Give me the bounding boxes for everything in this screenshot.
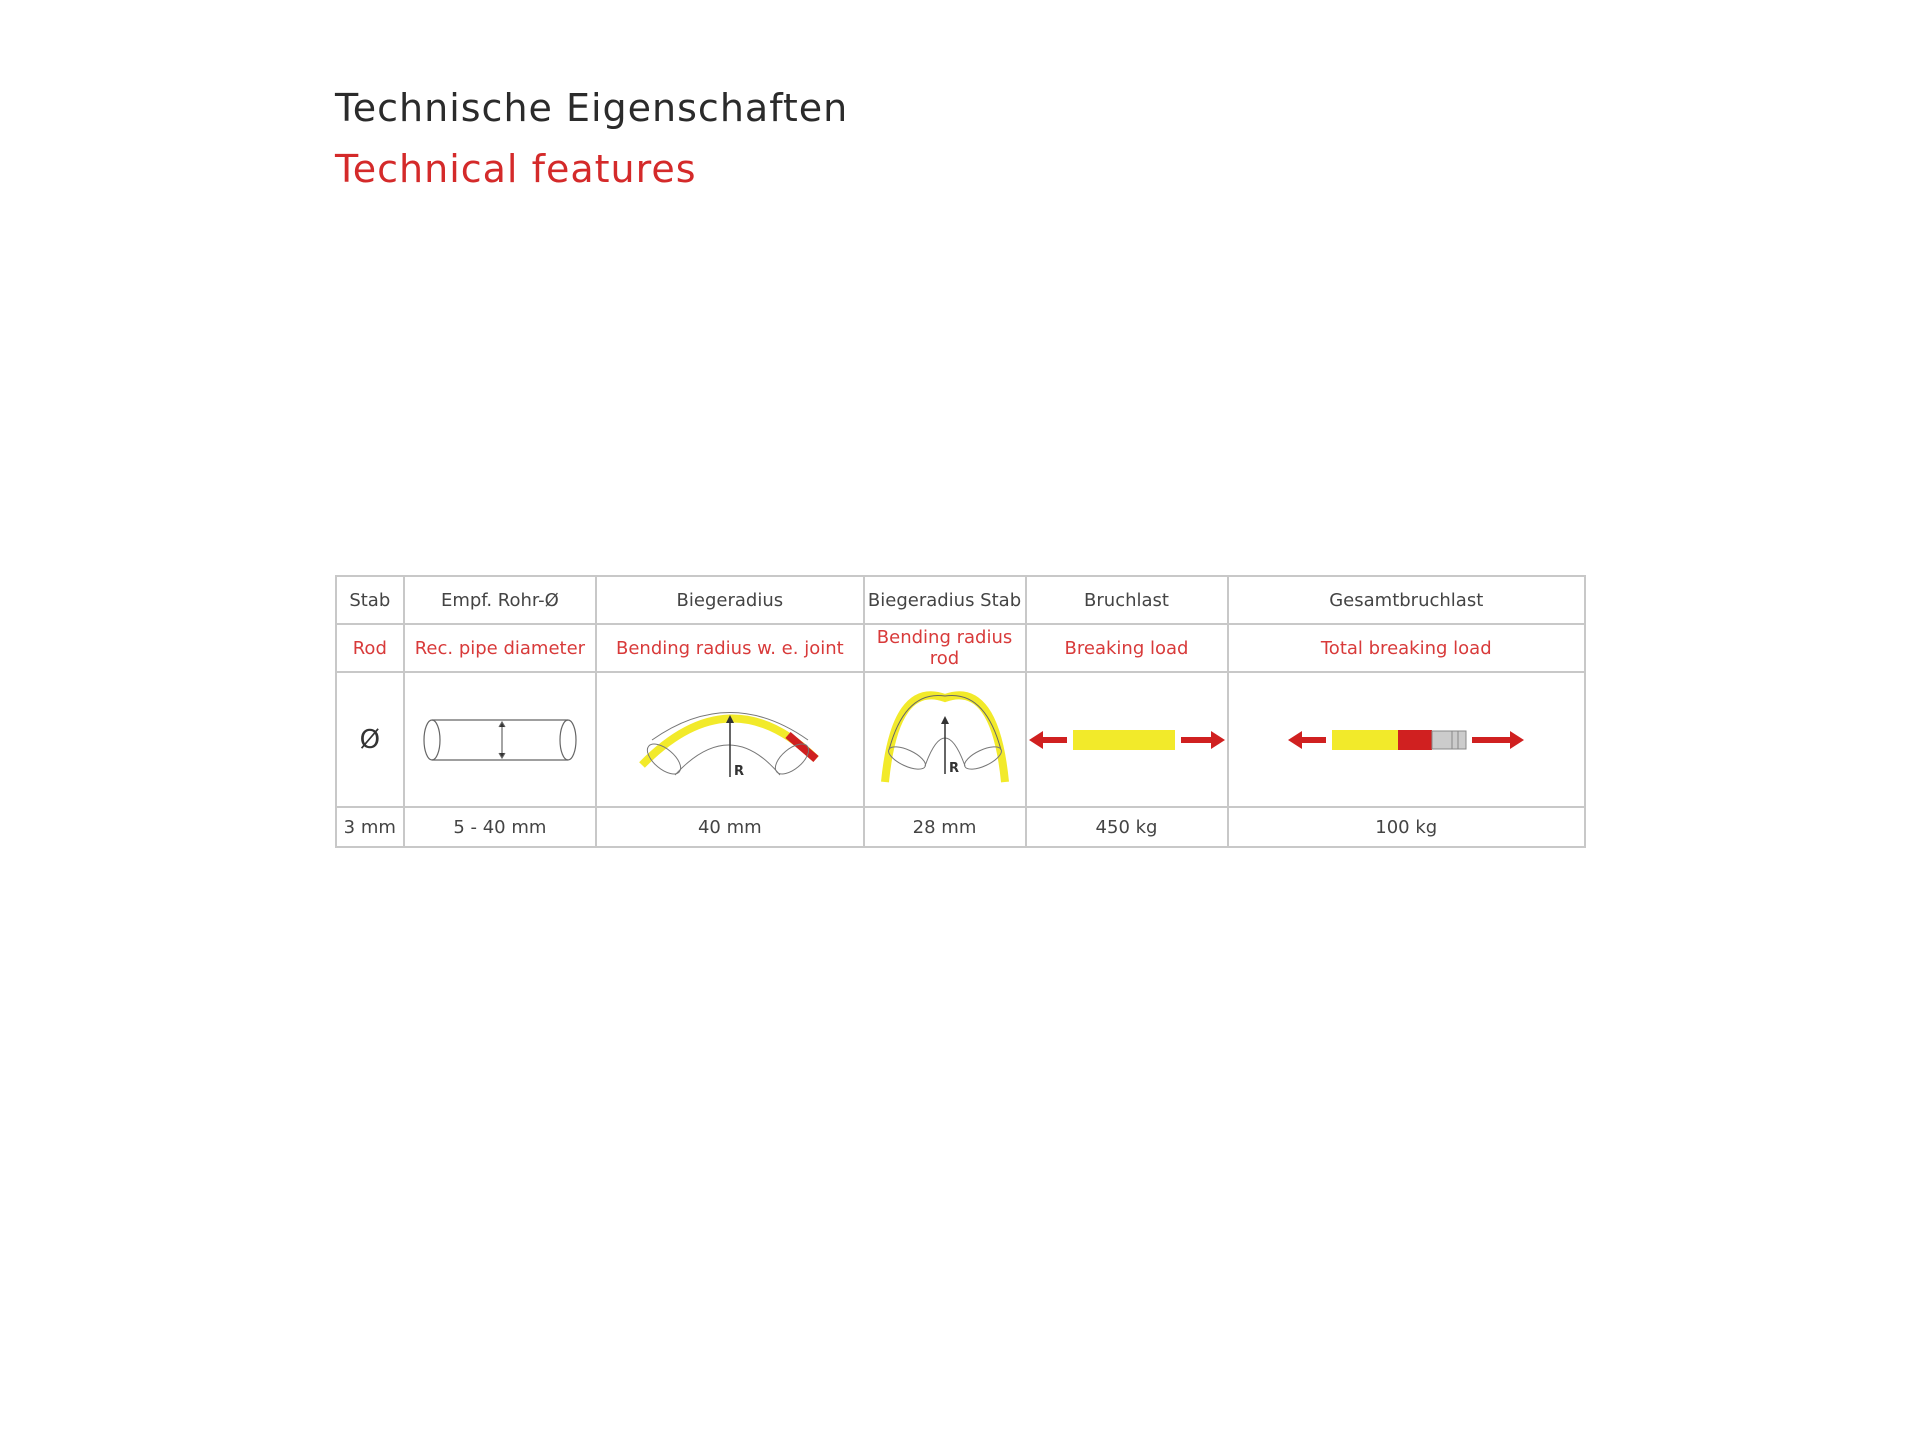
header-rod: Rod bbox=[335, 623, 405, 673]
header-total-break-en: Total breaking load bbox=[1226, 623, 1587, 673]
value-bend-rod: 28 mm bbox=[862, 806, 1027, 848]
header-bend-rod-en: Bending radius rod bbox=[862, 623, 1027, 673]
value-pipe: 5 - 40 mm bbox=[402, 806, 598, 848]
header-total-break: Gesamtbruchlast bbox=[1226, 575, 1587, 625]
header-row-german: Stab Empf. Rohr-Ø Biegeradius Biegeradiu… bbox=[335, 575, 1587, 625]
features-table: Stab Empf. Rohr-Ø Biegeradius Biegeradiu… bbox=[335, 575, 1587, 848]
value-rod: 3 mm bbox=[335, 806, 405, 848]
title-german: Technische Eigenschaften bbox=[335, 86, 849, 130]
value-row: 3 mm 5 - 40 mm 40 mm 28 mm 450 kg 100 kg bbox=[335, 806, 1587, 848]
title-english: Technical features bbox=[335, 147, 697, 191]
header-row-english: Rod Rec. pipe diameter Bending radius w.… bbox=[335, 623, 1587, 673]
diameter-symbol: Ø bbox=[335, 671, 405, 808]
value-total-break: 100 kg bbox=[1226, 806, 1587, 848]
header-break: Bruchlast bbox=[1024, 575, 1229, 625]
pipe-icon bbox=[402, 671, 598, 808]
header-stab: Stab bbox=[335, 575, 405, 625]
header-break-en: Breaking load bbox=[1024, 623, 1229, 673]
radius-label: R bbox=[734, 764, 744, 779]
value-bend: 40 mm bbox=[595, 806, 865, 848]
header-bend: Biegeradius bbox=[595, 575, 865, 625]
bend-rod-icon: R bbox=[862, 671, 1027, 808]
header-bend-en: Bending radius w. e. joint bbox=[595, 623, 865, 673]
icon-row: Ø R bbox=[335, 671, 1587, 808]
value-break: 450 kg bbox=[1024, 806, 1229, 848]
radius-label: R bbox=[949, 761, 959, 776]
bend-with-joint-icon: R bbox=[595, 671, 865, 808]
header-bend-rod: Biegeradius Stab bbox=[862, 575, 1027, 625]
header-pipe-en: Rec. pipe diameter bbox=[402, 623, 598, 673]
breaking-load-icon bbox=[1024, 671, 1229, 808]
total-breaking-load-icon bbox=[1226, 671, 1587, 808]
header-pipe: Empf. Rohr-Ø bbox=[402, 575, 598, 625]
